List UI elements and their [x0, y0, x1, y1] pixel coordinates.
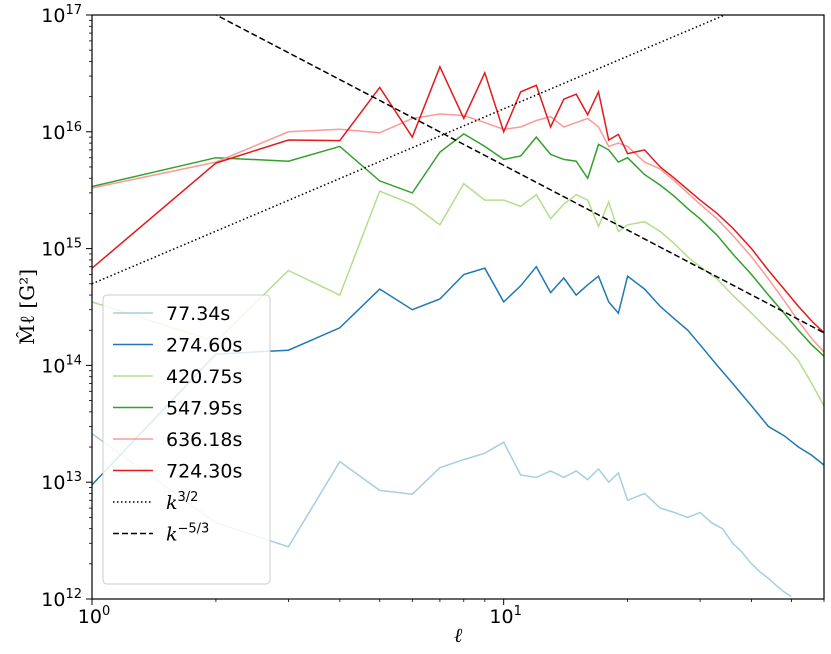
series-line-3: [92, 132, 824, 357]
series-line-5: [92, 64, 824, 334]
legend-label-1: 274.60s: [166, 335, 242, 357]
series-line-1: [92, 265, 824, 486]
y-tick-label-2: 1014: [41, 353, 82, 377]
y-tick-label-3: 1015: [41, 237, 82, 261]
legend-box: [102, 294, 271, 585]
y-axis-label: M̂ℓ [G²]: [15, 269, 39, 345]
y-tick-label-1: 1013: [41, 470, 82, 494]
legend: 77.34s 274.60s 420.75s 547.95s 636.18s 724.30…: [102, 294, 271, 585]
ticks-layer: 1012 1013 1014 1015 1016 1017 100 101: [41, 3, 825, 628]
series-line-7: [214, 15, 824, 334]
legend-label-0: 77.34s: [166, 303, 230, 325]
legend-label-7: k−5/3: [166, 522, 209, 546]
legend-label-5: 724.30s: [166, 461, 242, 483]
legend-label-3: 547.95s: [166, 398, 242, 420]
legend-label-4: 636.18s: [166, 429, 242, 451]
y-tick-label-0: 1012: [41, 587, 82, 611]
series-line-0: [92, 433, 792, 598]
series-line-2: [92, 182, 824, 407]
legend-label-6: k3/2: [166, 490, 198, 514]
labels-layer: ℓ M̂ℓ [G²]: [15, 269, 463, 647]
series-line-6: [92, 15, 727, 285]
y-tick-label-4: 1016: [41, 120, 82, 144]
legend-label-2: 420.75s: [166, 366, 242, 388]
series-line-4: [92, 113, 824, 353]
x-axis-label: ℓ: [454, 623, 463, 647]
y-tick-label-5: 1017: [41, 3, 82, 27]
x-tick-label-0: 100: [78, 604, 110, 628]
series-layer: [92, 15, 824, 598]
x-tick-label-1: 101: [489, 604, 521, 628]
plot-frame: [91, 14, 825, 600]
